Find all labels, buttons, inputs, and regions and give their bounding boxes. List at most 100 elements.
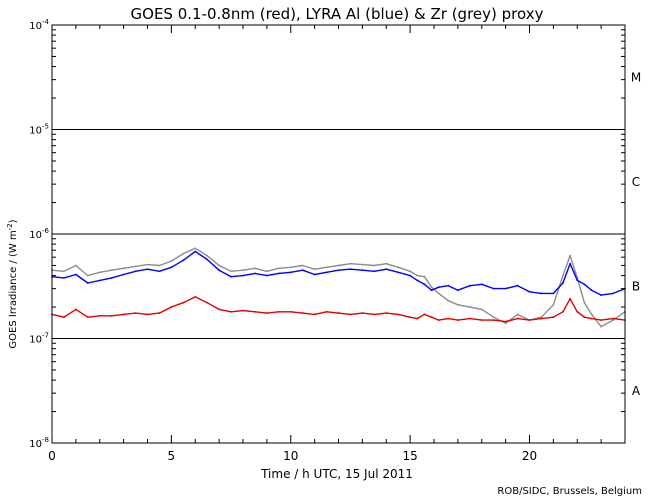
series-2-point bbox=[277, 310, 280, 313]
y-axis-label-main: GOES Irradiance / (W m bbox=[8, 230, 19, 348]
series-2-point bbox=[562, 310, 564, 313]
series-2-point bbox=[423, 313, 426, 316]
series-0-point bbox=[552, 303, 555, 306]
series-1-point bbox=[289, 271, 292, 274]
series-1-point bbox=[385, 268, 388, 271]
series-2-point bbox=[254, 310, 256, 313]
series-2-point bbox=[504, 320, 507, 323]
series-1-point bbox=[242, 274, 244, 277]
series-0-point bbox=[397, 266, 400, 269]
series-0-point bbox=[170, 260, 173, 262]
series-0-point bbox=[516, 313, 519, 316]
credit-text: ROB/SIDC, Brussels, Belgium bbox=[497, 486, 642, 497]
series-1-point bbox=[110, 277, 113, 279]
series-2-point bbox=[230, 310, 233, 313]
series-2-point bbox=[110, 314, 113, 317]
series-1-point bbox=[218, 269, 221, 272]
series-1-point bbox=[423, 283, 426, 286]
series-0-point bbox=[423, 275, 426, 278]
series-1-point bbox=[146, 268, 149, 271]
series-0-point bbox=[277, 267, 280, 270]
series-2-point bbox=[266, 312, 268, 314]
series-2-point bbox=[516, 317, 519, 320]
series-0-point bbox=[504, 322, 507, 325]
series-0-point bbox=[254, 267, 256, 270]
series-1-point bbox=[182, 259, 185, 262]
series-0-point bbox=[110, 269, 113, 272]
series-1-point bbox=[122, 273, 125, 276]
series-2-point bbox=[325, 310, 328, 313]
series-2-point bbox=[86, 316, 89, 319]
series-2-point bbox=[337, 312, 340, 314]
series-0-point bbox=[98, 271, 101, 274]
series-0-point bbox=[492, 316, 495, 319]
series-1-point bbox=[516, 284, 519, 287]
y-tick-label: 10-5 bbox=[29, 123, 49, 137]
series-0-point bbox=[313, 268, 316, 271]
series-0-point bbox=[86, 274, 89, 277]
series-1-point bbox=[86, 282, 89, 284]
series-1-point bbox=[313, 273, 316, 276]
series-1-point bbox=[468, 284, 471, 287]
series-0-point bbox=[447, 299, 450, 302]
series-1-point bbox=[254, 272, 256, 275]
series-layer bbox=[51, 247, 626, 328]
series-1-point bbox=[562, 282, 564, 284]
series-1-point bbox=[612, 292, 614, 295]
series-1-point bbox=[590, 289, 593, 292]
series-1-point bbox=[98, 279, 101, 282]
series-1-point bbox=[194, 250, 197, 253]
series-2-point bbox=[409, 316, 411, 319]
series-0-point bbox=[430, 286, 433, 289]
series-0-point bbox=[540, 316, 543, 319]
series-1-point bbox=[349, 268, 352, 271]
series-line-0 bbox=[51, 247, 626, 328]
series-1-point bbox=[206, 258, 209, 261]
series-1-point bbox=[337, 269, 340, 272]
series-2-point bbox=[289, 310, 292, 313]
series-0-point bbox=[134, 265, 137, 268]
series-2-point bbox=[361, 312, 364, 314]
series-1-point bbox=[552, 292, 555, 295]
series-0-point bbox=[468, 306, 471, 308]
y-axis-label-sup: -2 bbox=[6, 223, 14, 230]
series-2-point bbox=[170, 306, 173, 308]
chart-title: GOES 0.1-0.8nm (red), LYRA Al (blue) & Z… bbox=[131, 5, 544, 23]
series-0-point bbox=[569, 254, 571, 257]
y-tick-label: 10-7 bbox=[29, 332, 49, 346]
series-2-point bbox=[122, 313, 125, 316]
series-2-point bbox=[468, 317, 471, 320]
series-2-point bbox=[313, 313, 316, 316]
series-0-point bbox=[146, 263, 149, 266]
series-1-point bbox=[569, 262, 571, 265]
series-2-point bbox=[206, 301, 209, 304]
series-1-point bbox=[583, 283, 586, 286]
series-0-point bbox=[266, 270, 268, 273]
series-0-point bbox=[409, 270, 411, 273]
series-2-point bbox=[612, 317, 614, 320]
y-axis-label: GOES Irradiance / (W m-2) bbox=[6, 219, 19, 348]
series-1-point bbox=[325, 271, 328, 274]
series-0-point bbox=[600, 325, 602, 328]
series-2-point bbox=[194, 296, 197, 298]
series-0-point bbox=[416, 274, 419, 277]
series-2-point bbox=[63, 316, 65, 319]
x-tick-label: 0 bbox=[48, 449, 56, 463]
series-2-point bbox=[528, 319, 531, 321]
series-2-point bbox=[540, 317, 543, 320]
class-label-a: A bbox=[632, 384, 641, 398]
series-1-point bbox=[361, 269, 364, 272]
class-label-c: C bbox=[632, 175, 640, 189]
series-1-point bbox=[397, 271, 400, 274]
series-1-point bbox=[266, 274, 268, 277]
series-2-point bbox=[373, 313, 376, 316]
series-2-point bbox=[349, 313, 352, 316]
series-1-point bbox=[409, 274, 411, 277]
series-1-point bbox=[277, 272, 280, 275]
series-2-point bbox=[552, 316, 555, 319]
series-0-point bbox=[457, 303, 459, 306]
series-0-point bbox=[206, 254, 209, 257]
series-2-point bbox=[158, 312, 161, 314]
series-1-point bbox=[576, 279, 579, 282]
